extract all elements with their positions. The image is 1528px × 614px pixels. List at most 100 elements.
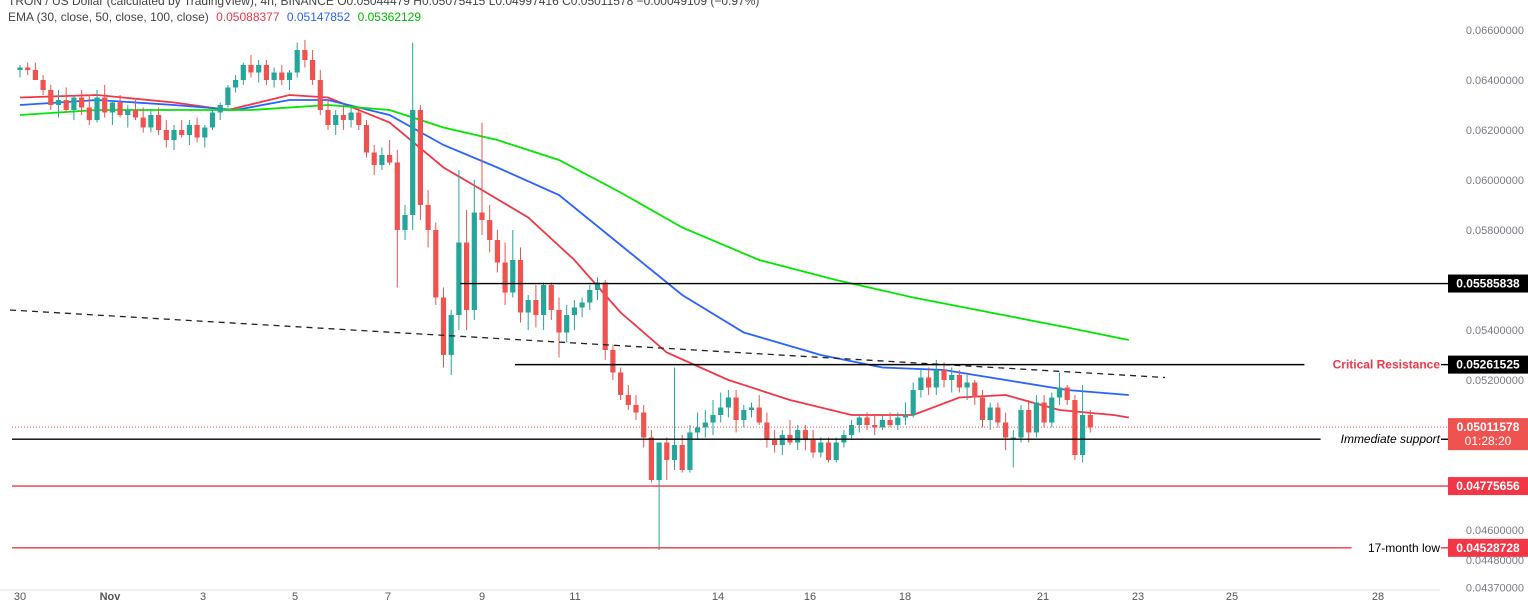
ema-line-ema100: [19, 104, 1129, 341]
x-tick-label: 25: [1226, 591, 1238, 603]
x-tick-label: 9: [479, 591, 485, 603]
ema-legend[interactable]: EMA (30, close, 50, close, 100, close) 0…: [8, 10, 763, 24]
x-tick-label: 14: [712, 591, 724, 603]
candle-body: [964, 382, 970, 388]
candle-body: [202, 127, 208, 138]
candle-body: [571, 307, 577, 315]
candle-body: [363, 125, 370, 153]
level-text: Immediate support: [1341, 432, 1441, 446]
candle-body: [40, 80, 46, 90]
candle-body: [987, 407, 993, 420]
candle-body: [772, 440, 778, 445]
candle-body: [995, 407, 1001, 423]
candle-body: [63, 100, 69, 110]
candle-body: [972, 382, 978, 398]
level-price-label: 0.05261525: [1456, 358, 1520, 372]
x-tick-label: 11: [569, 591, 580, 603]
candle-body: [48, 90, 54, 105]
candle-body: [849, 425, 855, 435]
x-tick-label: 21: [1037, 591, 1049, 603]
candle-body: [556, 310, 562, 333]
level-text: Critical Resistance: [1333, 358, 1441, 372]
candle-body: [879, 420, 885, 428]
last-price-label: 0.05011578: [1457, 420, 1520, 434]
level-price-label: 0.04775656: [1456, 479, 1520, 493]
chart-header: TRON / US Dollar (calculated by TradingV…: [8, 0, 763, 24]
candle-body: [525, 300, 531, 313]
candle-body: [456, 242, 462, 315]
y-tick-label: 0.06000000: [1466, 175, 1524, 187]
x-tick-label: 3: [200, 591, 206, 603]
candle-body: [102, 97, 108, 113]
candle-body: [379, 155, 385, 165]
candle-body: [156, 115, 162, 130]
price-levels: 0.05585838 Critical Resistance 0.05261525 I…: [12, 274, 1528, 557]
candle-body: [779, 435, 785, 445]
level-price-box: [1448, 538, 1528, 557]
x-tick-label: 5: [292, 591, 298, 603]
candle-body: [325, 110, 331, 125]
x-tick-label: 18: [899, 591, 911, 603]
candle-body: [856, 417, 862, 425]
candle-body: [1049, 397, 1055, 423]
x-tick-label: 28: [1372, 591, 1384, 603]
last-price-box: [1448, 418, 1528, 451]
candle-body: [656, 442, 662, 480]
candle-body: [348, 112, 354, 120]
candle-body: [587, 290, 593, 303]
candle-body: [733, 397, 739, 420]
candle-body: [748, 407, 755, 410]
y-tick-label: 0.05200000: [1466, 375, 1524, 387]
candle-body: [602, 282, 608, 350]
candle-body: [725, 397, 731, 408]
candle-body: [471, 212, 477, 310]
descending-trendline: [9, 309, 1166, 379]
ema100-value: 0.05362129: [357, 10, 422, 24]
candle-body: [171, 130, 177, 140]
x-tick-label: 23: [1132, 591, 1144, 603]
y-tick-label: 0.06600000: [1466, 25, 1524, 37]
candle-body: [440, 297, 447, 355]
candle-body: [448, 315, 454, 355]
candle-body: [248, 65, 254, 73]
candle-body: [926, 377, 932, 388]
candle-body: [194, 125, 200, 138]
x-tick-label: Nov: [100, 591, 122, 603]
candle-body: [25, 67, 31, 70]
candle-body: [802, 430, 808, 440]
candle-body: [317, 80, 323, 110]
candle-body: [933, 370, 939, 388]
candle-body: [333, 115, 339, 125]
candle-body: [664, 442, 670, 460]
candle-body: [356, 112, 362, 125]
ema-lines: [19, 94, 1129, 419]
candle-body: [895, 417, 901, 425]
candle-body: [825, 442, 832, 460]
candle-body: [425, 205, 431, 230]
candle-body: [263, 65, 269, 80]
candle-body: [695, 427, 701, 433]
candle-body: [710, 415, 716, 423]
y-tick-label: 0.06400000: [1466, 75, 1524, 87]
candle-body: [233, 80, 239, 88]
candle-body: [548, 285, 554, 310]
candle-body: [641, 412, 647, 438]
candle-body: [179, 130, 185, 135]
candle-body: [1033, 402, 1039, 433]
candle-body: [117, 102, 123, 115]
level-price-box: [1448, 355, 1528, 374]
candle-body: [687, 432, 693, 470]
candle-body: [941, 370, 947, 380]
candle-body: [671, 445, 678, 460]
candle-body: [702, 422, 708, 428]
level-price-label: 0.05585838: [1456, 277, 1520, 291]
candle-body: [517, 260, 524, 313]
candle-body: [818, 442, 824, 453]
candle-body: [979, 397, 986, 420]
candle-body: [594, 282, 601, 290]
candle-body: [71, 97, 77, 110]
y-axis: 0.06600000 0.06400000 0.06200000 0.06000000…: [1466, 25, 1524, 595]
level-text: 17-month low: [1368, 541, 1440, 555]
level-price-label: 0.04528728: [1456, 541, 1520, 555]
